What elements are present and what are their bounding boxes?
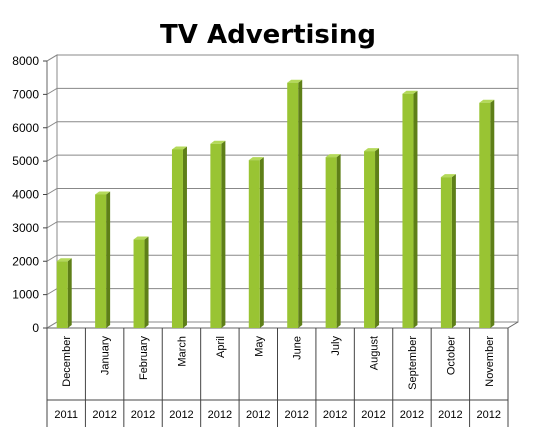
bar-top xyxy=(287,79,303,83)
bars xyxy=(56,79,495,329)
bar-side xyxy=(375,148,380,328)
bar-front xyxy=(325,157,337,328)
x-tick-label-year: 2012 xyxy=(477,409,501,421)
floor-edge xyxy=(507,321,519,329)
bar-top xyxy=(479,99,495,103)
bar xyxy=(440,174,456,328)
bar xyxy=(364,148,380,328)
bar-top xyxy=(133,236,149,240)
bar xyxy=(248,157,264,328)
bar xyxy=(402,90,418,329)
bar xyxy=(479,99,495,328)
bar-front xyxy=(171,149,183,328)
y-tick-label: 2000 xyxy=(12,254,39,268)
bar-side xyxy=(490,99,495,328)
bar-front xyxy=(364,151,376,328)
bar-top xyxy=(210,140,226,144)
bar-top xyxy=(364,148,380,152)
x-tick-label-year: 2012 xyxy=(169,409,193,421)
bar-front xyxy=(133,239,145,328)
bar-top xyxy=(56,258,72,262)
bar xyxy=(95,191,111,328)
y-tick-label: 3000 xyxy=(12,221,39,235)
y-tick-label: 8000 xyxy=(12,54,39,68)
x-tick-label-month: November xyxy=(484,336,496,387)
gridline xyxy=(46,54,518,62)
bar-top xyxy=(325,154,341,158)
x-tick-label-year: 2012 xyxy=(208,409,232,421)
gridline xyxy=(46,121,518,129)
bar-front xyxy=(95,194,107,328)
x-tick-label-year: 2012 xyxy=(92,409,116,421)
x-tick-label-year: 2012 xyxy=(284,409,308,421)
bar-front xyxy=(440,177,452,328)
x-tick-label-year: 2012 xyxy=(131,409,155,421)
x-tick-label-year: 2012 xyxy=(438,409,462,421)
bar-side xyxy=(336,154,341,328)
bar-front xyxy=(248,160,260,328)
y-tick-label: 4000 xyxy=(12,188,39,202)
bar-side xyxy=(259,157,264,328)
x-tick-label-month: May xyxy=(253,336,265,357)
x-tick-label-year: 2011 xyxy=(54,409,78,421)
bar xyxy=(325,154,341,328)
x-tick-label-year: 2012 xyxy=(323,409,347,421)
bar-side xyxy=(451,174,456,328)
bar-side xyxy=(144,236,149,328)
gridline xyxy=(46,87,518,95)
bar-front xyxy=(479,102,491,328)
x-tick-label-year: 2012 xyxy=(400,409,424,421)
x-tick-label-month: October xyxy=(445,336,457,375)
x-tick-label-year: 2012 xyxy=(246,409,270,421)
y-tick-label: 5000 xyxy=(12,154,39,168)
bar-front xyxy=(402,93,414,329)
x-tick-label-month: August xyxy=(369,336,381,370)
x-tick-label-month: June xyxy=(292,336,304,360)
bar-top xyxy=(171,146,187,150)
bar-side xyxy=(67,258,72,328)
y-tick-label: 6000 xyxy=(12,121,39,135)
x-tick-label-month: February xyxy=(138,336,150,381)
bar-top xyxy=(440,174,456,178)
bar xyxy=(171,146,187,328)
y-axis-ticks: 0 1000 2000 3000 4000 5000 6000 7000 8000 xyxy=(12,54,47,335)
x-tick-label-year: 2012 xyxy=(361,409,385,421)
bar-side xyxy=(413,90,418,329)
chart-title: TV Advertising xyxy=(160,20,376,50)
x-tick-label-month: January xyxy=(100,336,112,376)
bar xyxy=(56,258,72,328)
x-tick-label-month: July xyxy=(330,336,342,356)
x-tick-label-month: April xyxy=(215,336,227,358)
x-tick-label-month: March xyxy=(176,336,188,367)
x-tick-label-month: December xyxy=(61,336,73,387)
y-tick-label: 0 xyxy=(32,321,39,335)
bar-side xyxy=(221,140,226,328)
y-tick-label: 7000 xyxy=(12,87,39,101)
y-tick-label: 1000 xyxy=(12,288,39,302)
bar-front xyxy=(210,143,222,328)
bar-top xyxy=(95,191,111,195)
bar-side xyxy=(182,146,187,328)
bar-top xyxy=(248,157,264,161)
bar xyxy=(133,236,149,328)
bar-front xyxy=(56,261,68,328)
x-axis: December 2011 January 2012 February 2012 March… xyxy=(46,328,509,427)
bar xyxy=(210,140,226,328)
bar-front xyxy=(287,82,299,328)
bar-side xyxy=(298,79,303,328)
bar-top xyxy=(402,90,418,94)
bar xyxy=(287,79,303,328)
bar-side xyxy=(106,191,111,328)
x-tick-label-month: September xyxy=(407,336,419,390)
